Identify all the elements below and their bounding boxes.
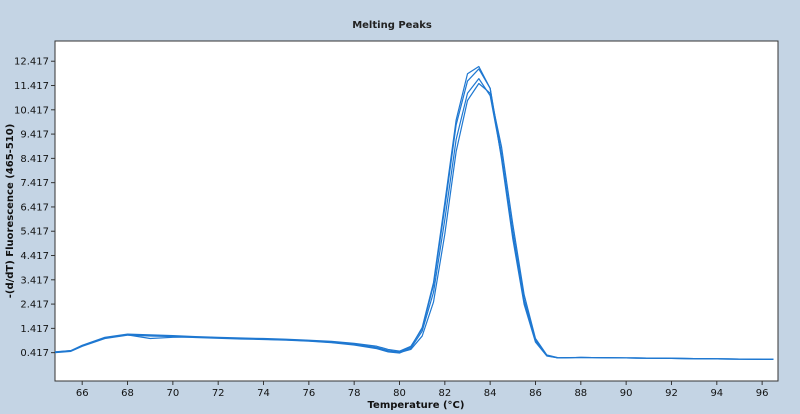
series-group: [54, 65, 774, 360]
y-tick-label: 5.417: [20, 227, 49, 238]
x-tick-label: 74: [257, 388, 270, 399]
y-tick-label: 4.417: [20, 251, 49, 262]
y-tick-label: 8.417: [20, 154, 49, 165]
chart-title: Melting Peaks: [352, 20, 432, 31]
x-tick-label: 70: [166, 388, 179, 399]
x-tick-label: 94: [710, 388, 723, 399]
x-axis: 66 68 70 72 74 76 78 80 82 84 86 88 90 92 94 96: [76, 381, 769, 399]
x-tick-label: 72: [212, 388, 225, 399]
y-tick-label: 7.417: [20, 178, 49, 189]
x-tick-label: 78: [348, 388, 361, 399]
y-tick-label: 2.417: [20, 300, 49, 311]
plot-area: [54, 40, 779, 382]
x-tick-label: 96: [756, 388, 769, 399]
y-axis: 0.417 1.417 2.417 3.417 4.417 5.417 6.417 7.417…: [14, 57, 55, 359]
y-tick-label: 9.417: [20, 130, 49, 141]
series-line-3: [54, 65, 774, 360]
x-tick-label: 76: [302, 388, 315, 399]
x-tick-label: 90: [620, 388, 633, 399]
x-axis-label: Temperature (°C): [368, 400, 465, 411]
x-tick-label: 88: [574, 388, 587, 399]
y-tick-label: 12.417: [14, 57, 49, 68]
y-tick-label: 10.417: [14, 105, 49, 116]
x-tick-label: 86: [529, 388, 542, 399]
x-tick-label: 92: [665, 388, 678, 399]
x-tick-label: 66: [76, 388, 89, 399]
x-tick-label: 84: [484, 388, 497, 399]
x-tick-label: 68: [121, 388, 134, 399]
x-tick-label: 80: [393, 388, 406, 399]
y-tick-label: 3.417: [20, 275, 49, 286]
x-tick-label: 82: [438, 388, 451, 399]
y-tick-label: 6.417: [20, 202, 49, 213]
y-tick-label: 1.417: [20, 324, 49, 335]
y-tick-label: 0.417: [20, 348, 49, 359]
series-line-4: [54, 82, 774, 360]
y-axis-label: -(d/dT) Fluorescence (465-510): [5, 124, 16, 299]
y-tick-label: 11.417: [14, 81, 49, 92]
